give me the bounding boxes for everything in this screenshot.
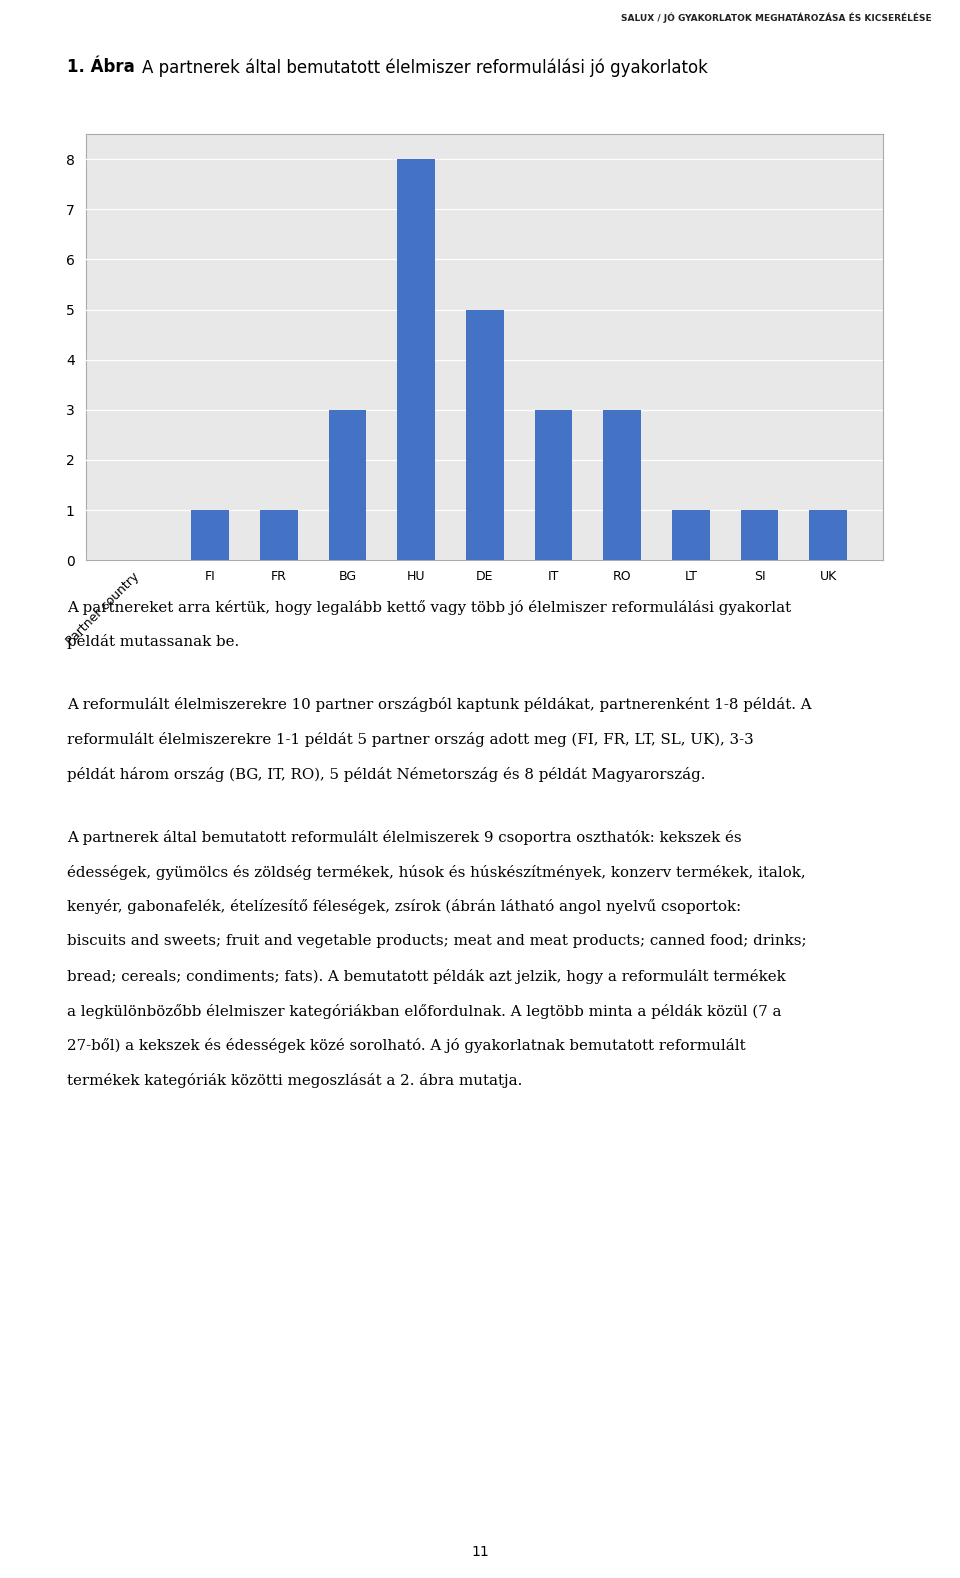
- Text: A partnerek által bemutatott élelmiszer reformulálási jó gyakorlatok: A partnerek által bemutatott élelmiszer …: [142, 58, 708, 77]
- Text: biscuits and sweets; fruit and vegetable products; meat and meat products; canne: biscuits and sweets; fruit and vegetable…: [67, 934, 806, 948]
- Text: A partnereket arra kértük, hogy legalább kettő vagy több jó élelmiszer reformulá: A partnereket arra kértük, hogy legalább…: [67, 600, 791, 615]
- Bar: [328, 410, 367, 560]
- Bar: [672, 510, 709, 560]
- Text: 11: 11: [471, 1545, 489, 1559]
- Text: a legkülönbözőbb élelmiszer kategóriákban előfordulnak. A legtöbb minta a példák: a legkülönbözőbb élelmiszer kategóriákba…: [67, 1004, 781, 1019]
- Text: SALUX / JÓ GYAKORLATOK MEGHATÁROZÁSA ÉS KICSERÉLÉSE: SALUX / JÓ GYAKORLATOK MEGHATÁROZÁSA ÉS …: [620, 13, 931, 24]
- Text: 1. Ábra: 1. Ábra: [67, 58, 135, 76]
- Bar: [603, 410, 641, 560]
- Text: A partnerek által bemutatott reformulált élelmiszerek 9 csoportra oszthatók: kek: A partnerek által bemutatott reformulált…: [67, 830, 742, 846]
- Text: reformulált élelmiszerekre 1-1 példát 5 partner ország adott meg (FI, FR, LT, SL: reformulált élelmiszerekre 1-1 példát 5 …: [67, 732, 754, 748]
- Text: példát három ország (BG, IT, RO), 5 példát Németország és 8 példát Magyarország.: példát három ország (BG, IT, RO), 5 péld…: [67, 767, 706, 783]
- Bar: [466, 309, 504, 560]
- Text: A reformulált élelmiszerekre 10 partner országból kaptunk példákat, partnerenkén: A reformulált élelmiszerekre 10 partner …: [67, 697, 812, 713]
- Bar: [260, 510, 298, 560]
- Text: édességek, gyümölcs és zöldség termékek, húsok és húskészítmények, konzerv termé: édességek, gyümölcs és zöldség termékek,…: [67, 865, 805, 881]
- Bar: [740, 510, 779, 560]
- Bar: [809, 510, 847, 560]
- Bar: [191, 510, 229, 560]
- Text: példát mutassanak be.: példát mutassanak be.: [67, 634, 239, 650]
- Bar: [397, 159, 435, 560]
- Text: bread; cereals; condiments; fats). A bemutatott példák azt jelzik, hogy a reform: bread; cereals; condiments; fats). A bem…: [67, 969, 786, 985]
- Text: kenyér, gabonafelék, ételízesítő féleségek, zsírok (ábrán látható angol nyelvű c: kenyér, gabonafelék, ételízesítő féleség…: [67, 899, 741, 915]
- Text: 27-ből) a kekszek és édességek közé sorolható. A jó gyakorlatnak bemutatott refo: 27-ből) a kekszek és édességek közé soro…: [67, 1038, 746, 1054]
- Bar: [535, 410, 572, 560]
- Text: termékek kategóriák közötti megoszlását a 2. ábra mutatja.: termékek kategóriák közötti megoszlását …: [67, 1073, 522, 1089]
